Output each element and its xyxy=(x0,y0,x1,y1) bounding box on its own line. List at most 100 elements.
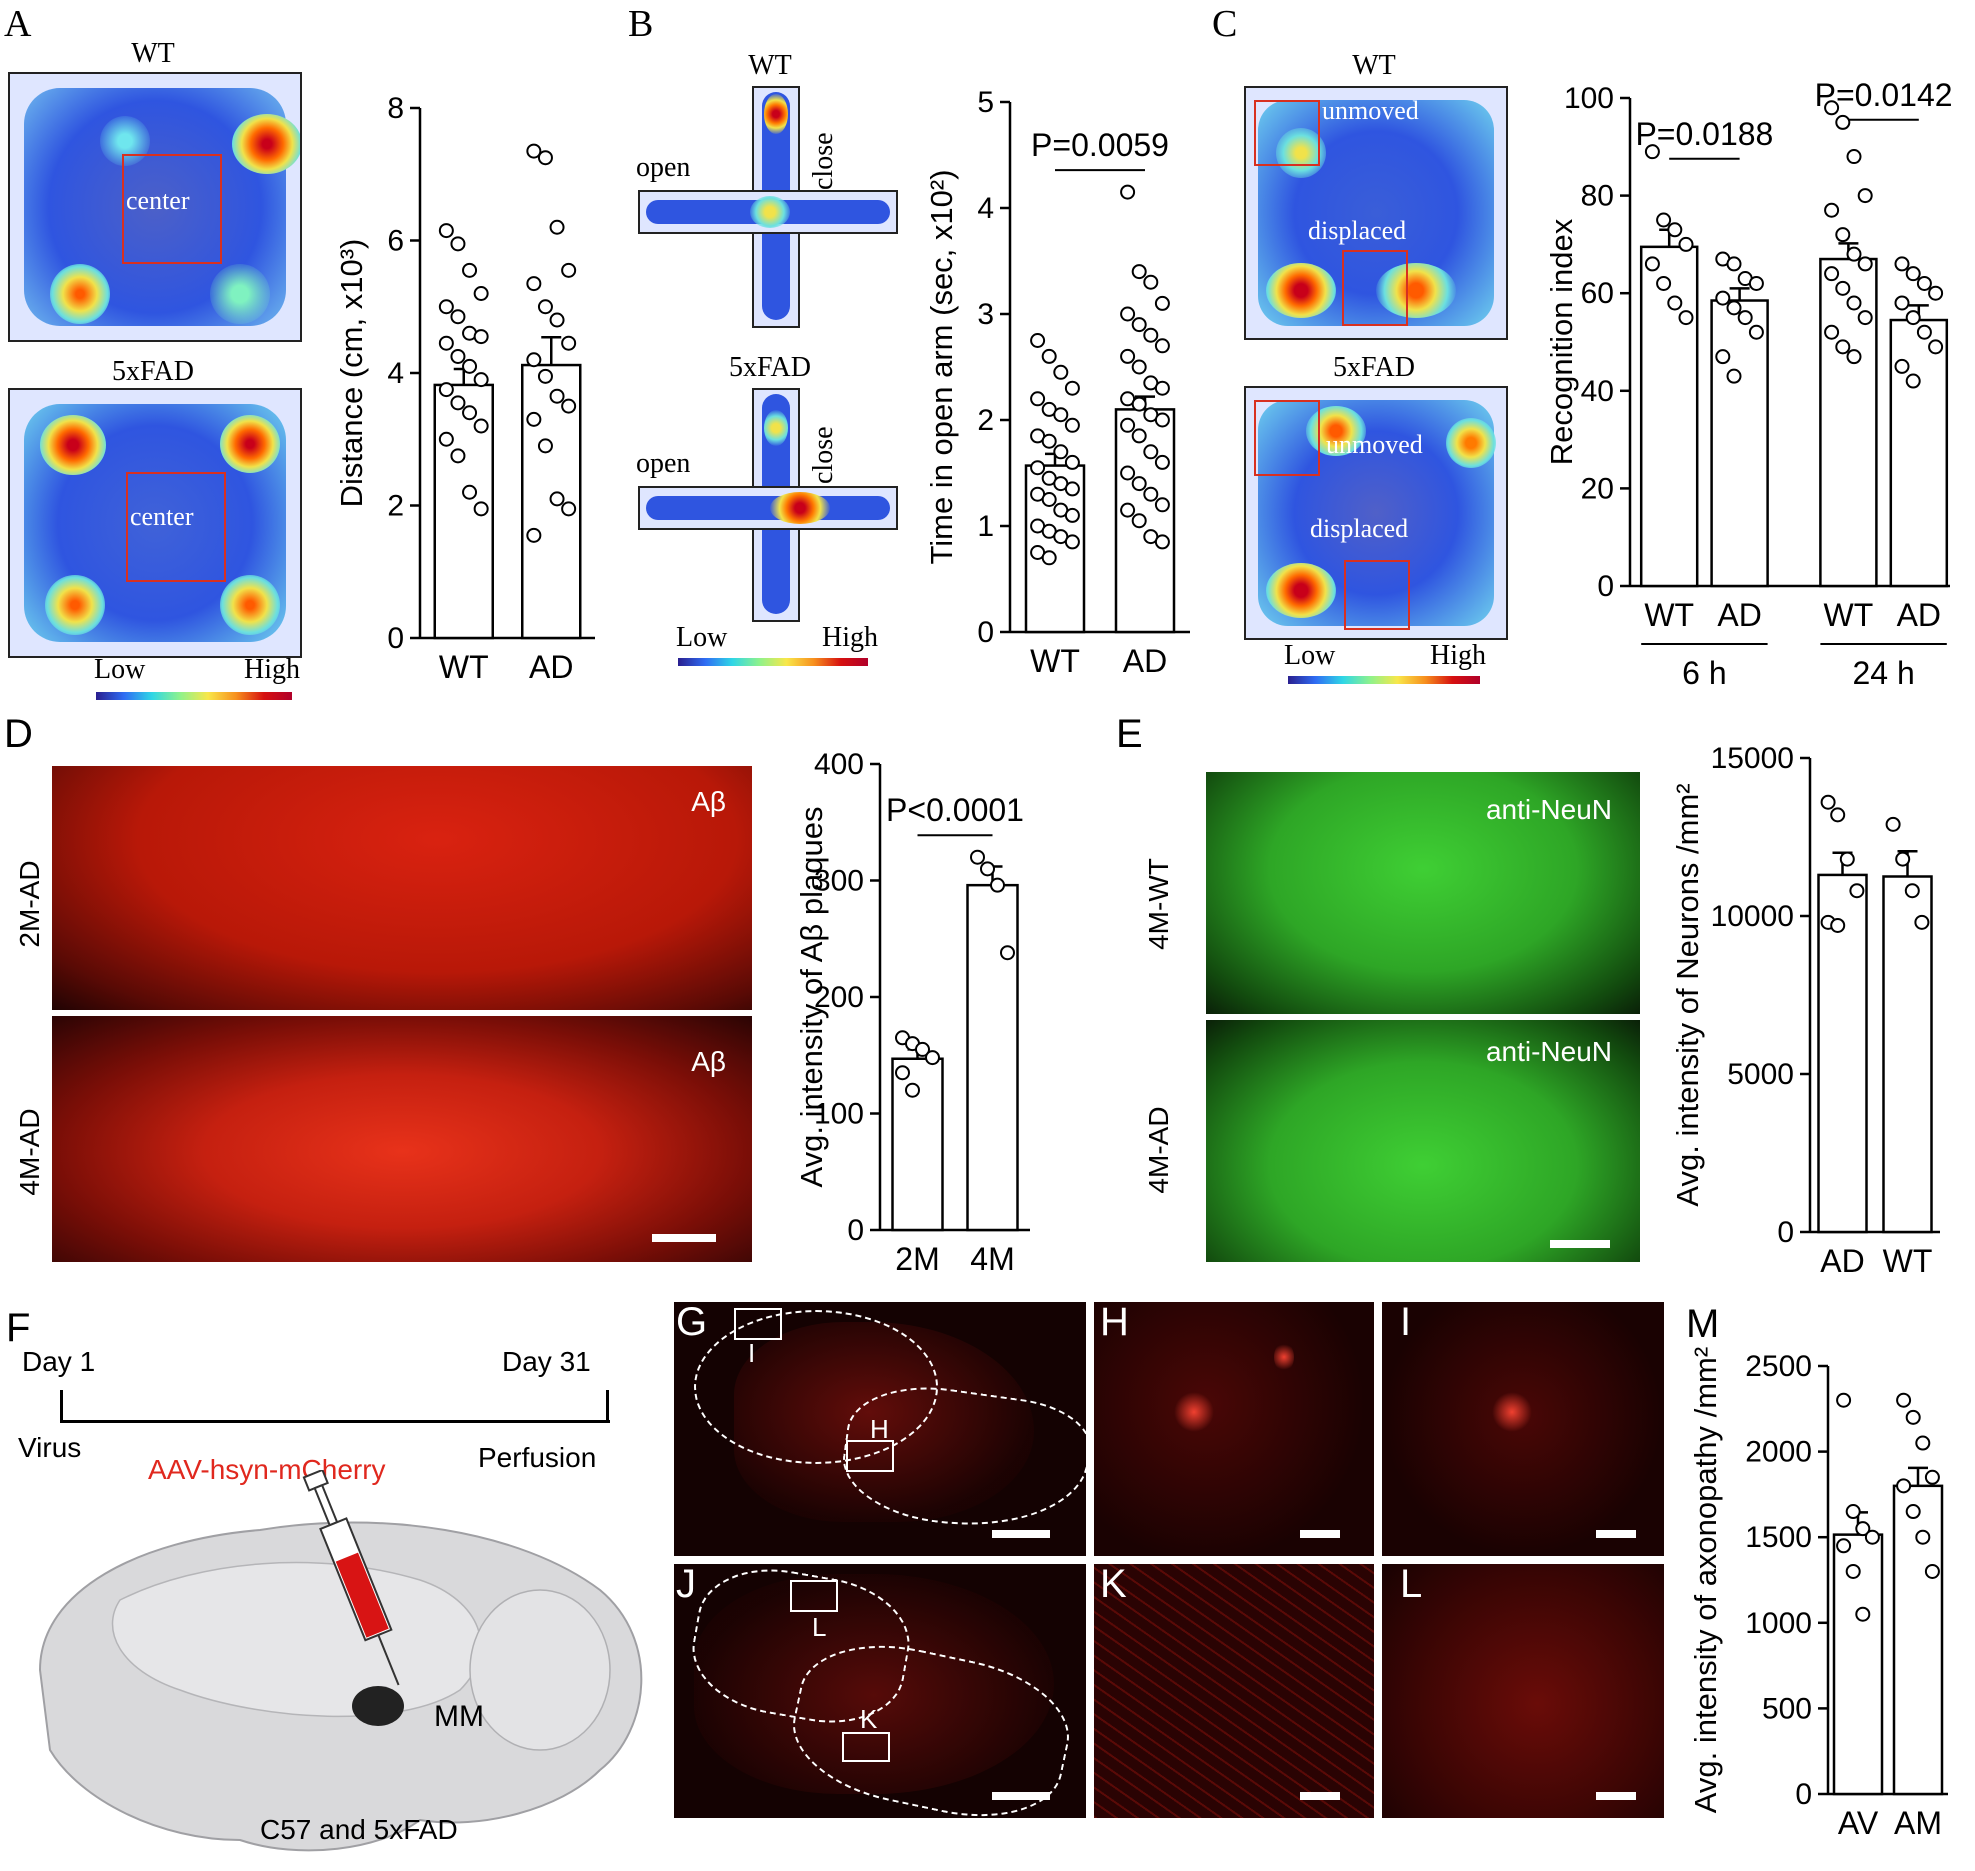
x-tick-label: AD xyxy=(1820,1243,1864,1279)
data-point xyxy=(1120,465,1136,481)
colorbar-high-c: High xyxy=(1430,640,1486,671)
open-field-heatmap-5xfad: center xyxy=(8,388,302,658)
data-point xyxy=(1824,324,1840,340)
data-point xyxy=(1885,816,1901,832)
x-tick-label: AD xyxy=(1717,597,1761,633)
data-point xyxy=(1726,256,1742,272)
data-point xyxy=(438,382,454,398)
data-point xyxy=(1857,310,1873,326)
timeline-tick-end xyxy=(606,1390,609,1422)
data-point xyxy=(1131,513,1147,529)
data-point xyxy=(473,501,489,517)
panel-letter-k: K xyxy=(1100,1562,1127,1606)
y-tick-label: 8 xyxy=(387,92,404,125)
panel-letter-d: D xyxy=(4,712,33,756)
data-point xyxy=(438,335,454,351)
data-point xyxy=(561,398,577,414)
panel-letter-f: F xyxy=(6,1306,31,1350)
y-tick-label: 20 xyxy=(1581,472,1614,505)
data-point xyxy=(1928,285,1944,301)
data-point xyxy=(915,1041,930,1057)
data-point xyxy=(1131,428,1147,444)
timeline-line xyxy=(60,1420,610,1423)
data-point xyxy=(1143,327,1159,343)
data-point xyxy=(462,262,478,278)
data-point xyxy=(473,286,489,301)
inset-box-h xyxy=(846,1440,894,1472)
data-point xyxy=(1839,851,1855,867)
data-point xyxy=(462,484,478,500)
y-tick-label: 4 xyxy=(977,192,994,225)
y-tick-label: 2500 xyxy=(1745,1350,1812,1383)
row-label-4m-wt: 4M-WT xyxy=(1143,858,1174,950)
center-zone-label: center xyxy=(126,186,190,215)
brain-schematic xyxy=(38,1470,643,1852)
data-point xyxy=(1928,339,1944,355)
data-point xyxy=(1041,492,1057,507)
maze-title-5xfad: 5xFAD xyxy=(729,352,811,383)
p-value-label: P=0.0188 xyxy=(1635,116,1773,152)
open-field-heatmap-wt: center xyxy=(8,72,302,342)
data-point xyxy=(1924,1563,1940,1579)
micrograph-4m-ad-neun: anti-NeuN xyxy=(1206,1020,1640,1262)
y-tick-label: 1 xyxy=(977,510,994,543)
data-point xyxy=(1120,184,1136,200)
data-point xyxy=(1041,348,1057,364)
heatmap-title-wt: WT xyxy=(1352,50,1396,81)
scale-bar xyxy=(1596,1530,1636,1538)
data-point xyxy=(970,849,985,865)
y-tick-label: 1000 xyxy=(1745,1607,1812,1640)
center-zone-label: center xyxy=(130,502,194,531)
data-point xyxy=(526,527,542,543)
x-tick-label: 4M xyxy=(970,1241,1014,1277)
mm-label: MM xyxy=(434,1700,484,1733)
x-tick-label: AD xyxy=(529,649,573,685)
x-tick-label: WT xyxy=(439,649,489,685)
data-point xyxy=(1154,295,1170,311)
data-point xyxy=(438,223,454,239)
data-point xyxy=(1830,807,1846,823)
data-point xyxy=(537,438,553,454)
y-tick-label: 100 xyxy=(1564,82,1614,115)
panel-letter-h: H xyxy=(1100,1300,1129,1344)
y-tick-label: 0 xyxy=(977,616,994,649)
data-point xyxy=(1857,188,1873,204)
scale-bar xyxy=(992,1530,1050,1538)
micrograph-l xyxy=(1382,1564,1664,1818)
y-tick-label: 100 xyxy=(814,1098,864,1131)
panel-letter-b: B xyxy=(628,3,654,45)
virus-label: Virus xyxy=(18,1432,82,1463)
panel-letter-c: C xyxy=(1212,3,1238,45)
x-tick-label: AD xyxy=(1897,597,1941,633)
inset-label-i: I xyxy=(748,1338,756,1368)
closed-arm-label: close xyxy=(808,132,839,190)
data-point xyxy=(1678,236,1694,252)
scale-bar xyxy=(992,1792,1050,1800)
displaced-label: displaced xyxy=(1310,514,1409,543)
colorbar-high-b: High xyxy=(822,622,878,653)
timeline-tick-start xyxy=(60,1390,63,1422)
panel-letter-i: I xyxy=(1400,1300,1412,1344)
data-point xyxy=(1916,275,1932,291)
data-point xyxy=(549,388,565,404)
day1-label: Day 1 xyxy=(22,1346,96,1377)
data-point xyxy=(450,236,466,252)
data-point xyxy=(1914,914,1930,930)
data-point xyxy=(1030,460,1046,476)
panel-letter-g: G xyxy=(676,1300,708,1344)
neun-label: anti-NeuN xyxy=(1485,794,1612,825)
data-point xyxy=(1064,454,1080,470)
x-tick-label: 2M xyxy=(895,1241,939,1277)
data-point xyxy=(1820,794,1836,810)
y-axis-label: Time in open arm (sec, x10²) xyxy=(924,169,959,564)
micrograph-k xyxy=(1094,1564,1374,1818)
data-point xyxy=(537,299,553,315)
data-point xyxy=(1064,534,1080,550)
data-point xyxy=(1131,476,1147,492)
data-point xyxy=(1846,295,1862,311)
chart-d: 0 100 200 300 400 Avg. intensity of Aβ plaque… xyxy=(794,748,1030,1277)
bar xyxy=(1819,257,1878,588)
data-point xyxy=(1053,364,1069,380)
data-point xyxy=(1855,1521,1871,1537)
object-location-heatmap-wt: unmoved displaced xyxy=(1244,86,1508,340)
